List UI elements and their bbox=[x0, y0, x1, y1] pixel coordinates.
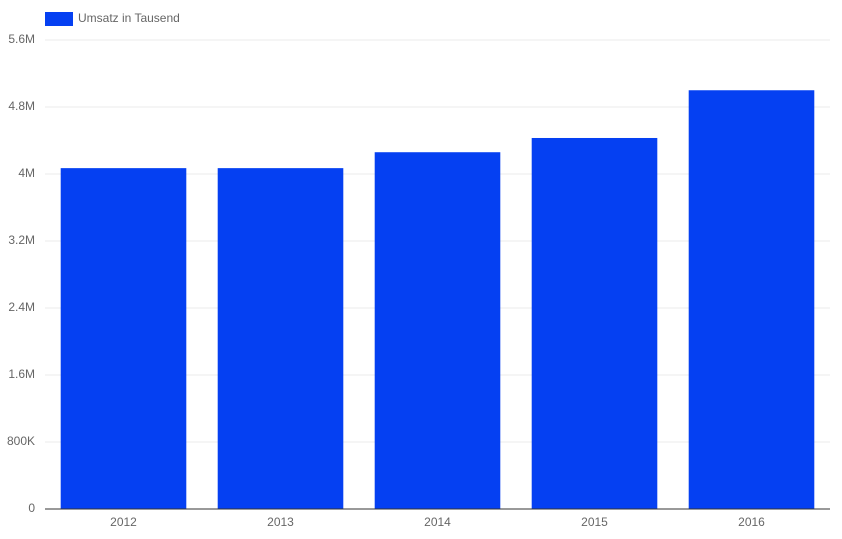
bar bbox=[531, 137, 658, 510]
bar bbox=[60, 168, 187, 509]
y-tick-label: 5.6M bbox=[8, 32, 35, 46]
y-tick-label: 4M bbox=[18, 166, 35, 180]
x-tick-label: 2016 bbox=[738, 515, 765, 529]
y-tick-label: 4.8M bbox=[8, 99, 35, 113]
bar bbox=[217, 168, 344, 509]
y-tick-label: 3.2M bbox=[8, 233, 35, 247]
y-tick-label: 0 bbox=[28, 501, 35, 515]
legend-swatch bbox=[45, 12, 73, 26]
bar bbox=[374, 152, 501, 509]
x-tick-label: 2015 bbox=[581, 515, 608, 529]
x-tick-label: 2013 bbox=[267, 515, 294, 529]
x-tick-label: 2012 bbox=[110, 515, 137, 529]
legend-label: Umsatz in Tausend bbox=[78, 11, 180, 25]
y-tick-label: 800K bbox=[7, 434, 35, 448]
y-tick-label: 1.6M bbox=[8, 367, 35, 381]
x-tick-label: 2014 bbox=[424, 515, 451, 529]
y-tick-label: 2.4M bbox=[8, 300, 35, 314]
bar bbox=[688, 90, 815, 509]
